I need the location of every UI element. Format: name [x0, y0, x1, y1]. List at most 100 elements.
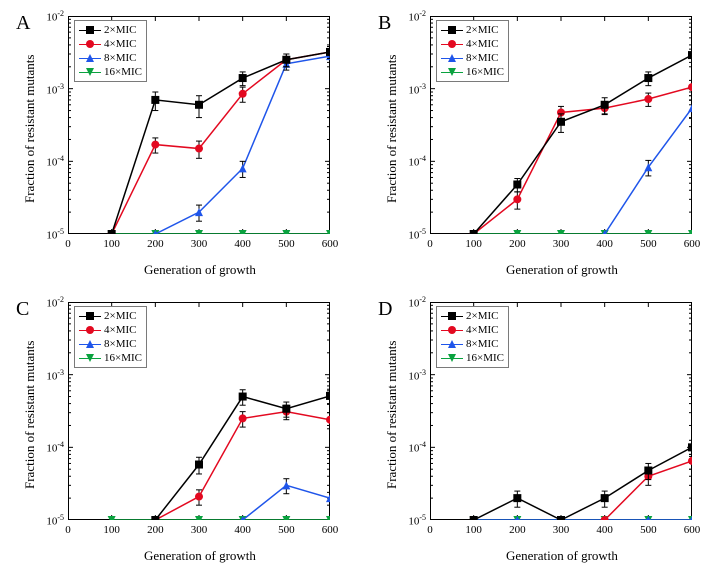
legend-swatch	[79, 309, 101, 323]
legend-item: 16×MIC	[79, 351, 142, 365]
legend-swatch	[441, 23, 463, 37]
legend-item: 4×MIC	[441, 323, 504, 337]
legend-label: 16×MIC	[101, 65, 142, 79]
legend-item: 2×MIC	[441, 23, 504, 37]
legend-item: 16×MIC	[441, 65, 504, 79]
panel-C: CFraction of resistant mutantsGeneration…	[68, 302, 330, 520]
panel-label: B	[378, 12, 391, 35]
y-axis-label: Fraction of resistant mutants	[22, 341, 38, 489]
legend-label: 4×MIC	[463, 37, 498, 51]
y-tick-label: 10-5	[34, 513, 64, 528]
legend-label: 2×MIC	[101, 23, 136, 37]
x-tick-label: 600	[678, 524, 706, 536]
panel-label: C	[16, 298, 29, 321]
legend-swatch	[441, 309, 463, 323]
x-tick-label: 400	[591, 524, 619, 536]
x-tick-label: 400	[229, 524, 257, 536]
legend: 2×MIC4×MIC8×MIC16×MIC	[74, 20, 147, 82]
legend-label: 4×MIC	[101, 323, 136, 337]
y-axis-label: Fraction of resistant mutants	[22, 55, 38, 203]
x-tick-label: 200	[503, 238, 531, 250]
y-tick-label: 10-3	[396, 368, 426, 383]
x-tick-label: 300	[547, 238, 575, 250]
legend-label: 2×MIC	[463, 309, 498, 323]
panel-B: BFraction of resistant mutantsGeneration…	[430, 16, 692, 234]
legend: 2×MIC4×MIC8×MIC16×MIC	[436, 20, 509, 82]
legend-item: 2×MIC	[79, 23, 142, 37]
legend-swatch	[79, 51, 101, 65]
legend-item: 16×MIC	[79, 65, 142, 79]
legend-label: 16×MIC	[463, 351, 504, 365]
x-axis-label: Generation of growth	[144, 262, 256, 278]
legend-swatch	[79, 65, 101, 79]
y-tick-label: 10-2	[396, 9, 426, 24]
x-tick-label: 500	[272, 524, 300, 536]
x-tick-label: 100	[460, 524, 488, 536]
x-tick-label: 100	[98, 524, 126, 536]
legend-swatch	[79, 23, 101, 37]
legend-label: 8×MIC	[463, 51, 498, 65]
legend-swatch	[441, 65, 463, 79]
legend-label: 4×MIC	[101, 37, 136, 51]
x-tick-label: 300	[547, 524, 575, 536]
legend-item: 4×MIC	[79, 323, 142, 337]
legend-item: 2×MIC	[441, 309, 504, 323]
legend-item: 16×MIC	[441, 351, 504, 365]
y-tick-label: 10-4	[34, 440, 64, 455]
x-axis-label: Generation of growth	[144, 548, 256, 564]
legend-label: 16×MIC	[101, 351, 142, 365]
x-tick-label: 500	[634, 524, 662, 536]
legend-label: 2×MIC	[463, 23, 498, 37]
x-tick-label: 100	[460, 238, 488, 250]
x-tick-label: 100	[98, 238, 126, 250]
x-tick-label: 500	[272, 238, 300, 250]
figure-root: A Fraction of resistant mutants Generation…	[0, 0, 718, 563]
x-tick-label: 400	[229, 238, 257, 250]
legend-swatch	[441, 51, 463, 65]
panel-A: AFraction of resistant mutantsGeneration…	[68, 16, 330, 234]
legend-item: 4×MIC	[79, 37, 142, 51]
legend-item: 8×MIC	[441, 51, 504, 65]
legend-swatch	[441, 337, 463, 351]
y-tick-label: 10-5	[34, 227, 64, 242]
legend-item: 8×MIC	[79, 337, 142, 351]
x-axis-label: Generation of growth	[506, 548, 618, 564]
panel-label: A	[16, 12, 30, 35]
legend-label: 4×MIC	[463, 323, 498, 337]
panel-label: D	[378, 298, 392, 321]
x-tick-label: 600	[316, 238, 344, 250]
y-tick-label: 10-3	[396, 82, 426, 97]
legend-label: 8×MIC	[101, 51, 136, 65]
legend: 2×MIC4×MIC8×MIC16×MIC	[436, 306, 509, 368]
legend-swatch	[79, 351, 101, 365]
x-tick-label: 400	[591, 238, 619, 250]
y-tick-label: 10-4	[34, 154, 64, 169]
x-tick-label: 500	[634, 238, 662, 250]
y-tick-label: 10-4	[396, 440, 426, 455]
legend-label: 16×MIC	[463, 65, 504, 79]
x-tick-label: 200	[503, 524, 531, 536]
y-tick-label: 10-5	[396, 513, 426, 528]
y-tick-label: 10-3	[34, 368, 64, 383]
x-tick-label: 300	[185, 238, 213, 250]
legend-swatch	[79, 337, 101, 351]
x-axis-label: Generation of growth	[506, 262, 618, 278]
legend-item: 4×MIC	[441, 37, 504, 51]
legend-item: 8×MIC	[441, 337, 504, 351]
y-tick-label: 10-2	[34, 9, 64, 24]
y-axis-label: Fraction of resistant mutants	[384, 341, 400, 489]
x-tick-label: 200	[141, 524, 169, 536]
legend-swatch	[441, 351, 463, 365]
x-tick-label: 600	[316, 524, 344, 536]
legend-label: 8×MIC	[463, 337, 498, 351]
x-tick-label: 300	[185, 524, 213, 536]
y-tick-label: 10-2	[396, 295, 426, 310]
legend-swatch	[79, 37, 101, 51]
y-tick-label: 10-3	[34, 82, 64, 97]
legend-swatch	[79, 323, 101, 337]
legend-item: 2×MIC	[79, 309, 142, 323]
y-tick-label: 10-2	[34, 295, 64, 310]
legend-label: 8×MIC	[101, 337, 136, 351]
y-tick-label: 10-4	[396, 154, 426, 169]
x-tick-label: 200	[141, 238, 169, 250]
